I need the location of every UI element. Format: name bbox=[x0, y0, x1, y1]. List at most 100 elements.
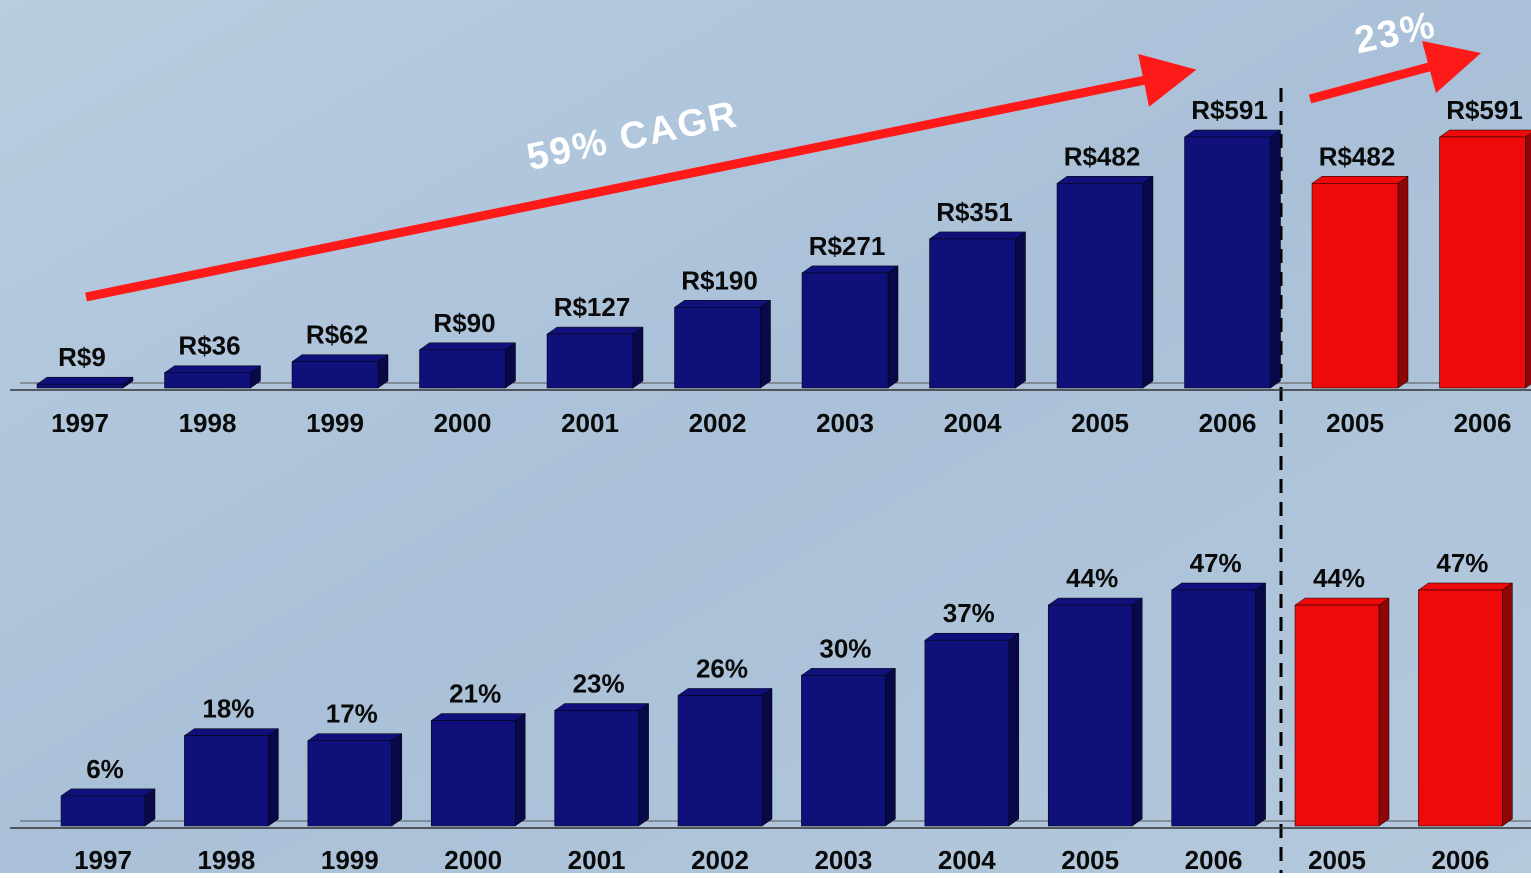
value-label: R$591 bbox=[1446, 95, 1523, 125]
bar bbox=[37, 384, 123, 388]
value-label: R$90 bbox=[433, 308, 495, 338]
bar-top bbox=[1048, 598, 1142, 605]
bar bbox=[61, 796, 145, 826]
value-label: R$591 bbox=[1191, 95, 1268, 125]
x-tick-label: 2006 bbox=[1431, 845, 1489, 873]
bar-top bbox=[675, 300, 771, 307]
bar bbox=[165, 373, 251, 388]
value-label: 47% bbox=[1436, 548, 1488, 578]
value-label: 6% bbox=[86, 754, 124, 784]
bar-top bbox=[547, 327, 643, 334]
value-label: 37% bbox=[943, 598, 995, 628]
value-label: 44% bbox=[1313, 563, 1365, 593]
bar-top bbox=[165, 366, 261, 373]
bar-side-shade bbox=[1502, 583, 1512, 826]
bar-top bbox=[1418, 583, 1512, 590]
x-tick-label: 1999 bbox=[306, 408, 364, 438]
value-label: 30% bbox=[819, 633, 871, 663]
x-tick-label: 2002 bbox=[691, 845, 749, 873]
bar-side-shade bbox=[506, 343, 516, 388]
bar-side-shade bbox=[515, 714, 525, 826]
bar-top bbox=[802, 266, 898, 273]
x-tick-label: 2005 bbox=[1326, 408, 1384, 438]
value-label: R$36 bbox=[178, 331, 240, 361]
bar bbox=[930, 239, 1016, 388]
x-tick-label: 1998 bbox=[179, 408, 237, 438]
bar-top bbox=[308, 734, 402, 741]
bar-top bbox=[801, 668, 895, 675]
bar-top bbox=[1312, 176, 1408, 183]
bar bbox=[292, 362, 378, 388]
value-label: R$190 bbox=[681, 265, 758, 295]
value-label: R$271 bbox=[809, 231, 886, 261]
bar bbox=[675, 307, 761, 388]
x-tick-label: 2006 bbox=[1199, 408, 1257, 438]
bar-side-shade bbox=[1132, 598, 1142, 826]
bar-top bbox=[678, 688, 772, 695]
bar-top bbox=[555, 704, 649, 711]
value-label: 17% bbox=[326, 699, 378, 729]
bar bbox=[1057, 183, 1143, 388]
x-tick-label: 2006 bbox=[1454, 408, 1512, 438]
value-label: 44% bbox=[1066, 563, 1118, 593]
bar bbox=[547, 334, 633, 388]
value-label: R$127 bbox=[554, 292, 631, 322]
value-label: R$9 bbox=[58, 342, 106, 372]
bar-side-shade bbox=[761, 300, 771, 388]
x-tick-label: 2001 bbox=[561, 408, 619, 438]
bar-top bbox=[1172, 583, 1266, 590]
bar bbox=[1312, 183, 1398, 388]
bar-top bbox=[1057, 176, 1153, 183]
bar-side-shade bbox=[639, 704, 649, 826]
value-label: R$482 bbox=[1319, 141, 1396, 171]
bar-top bbox=[37, 377, 133, 384]
bar bbox=[925, 640, 1009, 826]
bar-top bbox=[930, 232, 1026, 239]
bar-side-shade bbox=[888, 266, 898, 388]
bar-side-shade bbox=[268, 729, 278, 826]
bar bbox=[555, 711, 639, 826]
x-tick-label: 2005 bbox=[1308, 845, 1366, 873]
bar-top bbox=[184, 729, 278, 736]
value-label: 21% bbox=[449, 679, 501, 709]
bar-top bbox=[1185, 130, 1281, 137]
x-tick-label: 1997 bbox=[74, 845, 132, 873]
x-tick-label: 2006 bbox=[1185, 845, 1243, 873]
x-tick-label: 2005 bbox=[1061, 845, 1119, 873]
x-tick-label: 2003 bbox=[816, 408, 874, 438]
bar-side-shade bbox=[1143, 176, 1153, 388]
x-tick-label: 2001 bbox=[568, 845, 626, 873]
bar-side-shade bbox=[1256, 583, 1266, 826]
bar-top bbox=[925, 633, 1019, 640]
bar-top bbox=[420, 343, 516, 350]
value-label: R$62 bbox=[306, 320, 368, 350]
bar-side-shade bbox=[762, 688, 772, 826]
bar bbox=[802, 273, 888, 388]
bar-top bbox=[1440, 130, 1531, 137]
x-tick-label: 2000 bbox=[444, 845, 502, 873]
value-label: 26% bbox=[696, 653, 748, 683]
bar-top bbox=[292, 355, 388, 362]
x-tick-label: 1999 bbox=[321, 845, 379, 873]
bar bbox=[801, 675, 885, 826]
bar bbox=[1440, 137, 1526, 388]
bar-side-shade bbox=[1398, 176, 1408, 388]
bar-side-shade bbox=[1526, 130, 1531, 388]
bar bbox=[431, 721, 515, 826]
bar bbox=[678, 695, 762, 826]
x-tick-label: 2003 bbox=[814, 845, 872, 873]
bar bbox=[1048, 605, 1132, 826]
x-tick-label: 1998 bbox=[197, 845, 255, 873]
value-label: 47% bbox=[1190, 548, 1242, 578]
x-tick-label: 1997 bbox=[51, 408, 109, 438]
bar bbox=[1185, 137, 1271, 388]
x-tick-label: 2004 bbox=[944, 408, 1002, 438]
bar bbox=[1418, 590, 1502, 826]
x-tick-label: 2004 bbox=[938, 845, 996, 873]
bar-side-shade bbox=[1009, 633, 1019, 826]
bar bbox=[184, 736, 268, 826]
value-label: R$351 bbox=[936, 197, 1013, 227]
bar bbox=[1172, 590, 1256, 826]
bar-top bbox=[61, 789, 155, 796]
